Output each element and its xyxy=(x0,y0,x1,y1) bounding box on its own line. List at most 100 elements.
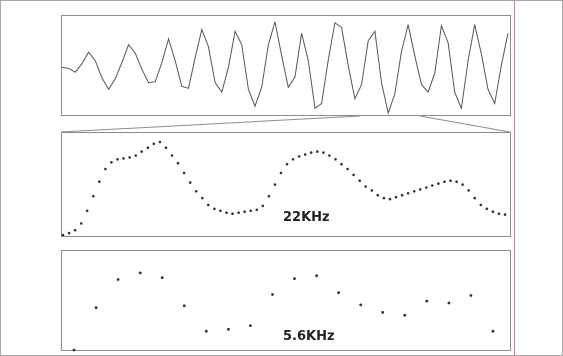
dot-5_6khz xyxy=(249,324,252,327)
dot-5_6khz xyxy=(293,277,296,280)
dot-22khz xyxy=(418,188,422,191)
panel-5_6khz: 5.6KHz xyxy=(61,250,511,352)
panel-waveform xyxy=(61,15,511,116)
dot-22khz xyxy=(485,207,489,211)
dot-22khz xyxy=(328,154,331,157)
dot-22khz xyxy=(449,179,452,182)
dot-22khz xyxy=(497,212,501,215)
dot-22khz xyxy=(443,180,446,183)
dot-22khz xyxy=(285,162,289,166)
dot-5_6khz xyxy=(425,299,429,303)
dot-22khz xyxy=(352,173,355,177)
dot-22khz xyxy=(358,179,362,182)
dot-22khz xyxy=(491,210,495,213)
dot-22khz xyxy=(134,154,137,157)
dot-5_6khz xyxy=(359,303,363,307)
dot-22khz xyxy=(455,180,458,183)
dot-5_6khz xyxy=(138,271,142,275)
dot-22khz xyxy=(231,212,234,215)
dot-5_6khz xyxy=(182,304,186,308)
dot-5_6khz xyxy=(72,348,76,352)
dot-22khz xyxy=(291,158,295,161)
dot-22khz xyxy=(104,167,107,171)
dot-22khz xyxy=(473,196,477,200)
dots-5_6khz-series xyxy=(72,271,495,352)
dot-5_6khz xyxy=(403,313,407,317)
dot-22khz xyxy=(128,156,131,159)
panel-22khz: 22KHz xyxy=(61,132,511,237)
dot-22khz xyxy=(98,180,101,183)
dot-22khz xyxy=(382,196,386,200)
dot-22khz xyxy=(406,192,410,195)
dot-22khz xyxy=(309,151,313,154)
dot-22khz xyxy=(110,161,113,164)
dot-5_6khz xyxy=(447,301,451,305)
dot-5_6khz xyxy=(491,329,495,333)
dot-22khz xyxy=(376,193,380,197)
dot-22khz xyxy=(322,151,325,154)
waveform-line xyxy=(61,21,509,115)
dot-22khz xyxy=(79,222,83,225)
dot-5_6khz xyxy=(94,306,98,310)
dot-22khz xyxy=(146,146,150,149)
dot-22khz xyxy=(340,162,343,166)
dot-22khz xyxy=(249,209,252,213)
dot-5_6khz xyxy=(469,294,473,297)
dot-22khz xyxy=(152,142,156,146)
dot-22khz xyxy=(303,153,307,156)
panel-waveform-border xyxy=(61,15,511,116)
dot-22khz xyxy=(207,203,210,207)
dot-22khz xyxy=(461,183,464,186)
dot-22khz xyxy=(261,204,265,208)
dot-5_6khz xyxy=(204,329,208,333)
dot-22khz xyxy=(425,186,428,189)
dot-22khz xyxy=(61,233,65,237)
dot-22khz xyxy=(431,184,434,187)
label-22khz: 22KHz xyxy=(283,210,330,225)
dot-5_6khz xyxy=(116,278,120,281)
dot-22khz xyxy=(213,207,216,211)
dot-22khz xyxy=(316,150,319,153)
dot-22khz xyxy=(225,211,228,214)
dot-22khz xyxy=(370,189,374,192)
dot-22khz xyxy=(255,208,259,212)
dot-5_6khz xyxy=(160,276,164,279)
dot-22khz xyxy=(279,171,283,175)
dot-22khz xyxy=(412,190,416,193)
dot-22khz xyxy=(437,182,440,185)
zoom-connector xyxy=(60,115,511,133)
dot-22khz xyxy=(85,209,89,213)
dot-22khz xyxy=(92,194,95,198)
dot-22khz xyxy=(176,161,180,165)
dot-22khz xyxy=(182,171,186,175)
dot-22khz xyxy=(503,213,507,216)
dot-22khz xyxy=(140,150,143,153)
dot-22khz xyxy=(67,231,71,235)
dot-22khz xyxy=(170,154,174,157)
dot-22khz xyxy=(194,190,198,193)
dot-5_6khz xyxy=(337,291,340,295)
dot-5_6khz xyxy=(381,311,385,314)
dot-22khz xyxy=(346,167,349,171)
label-5_6khz: 5.6KHz xyxy=(283,329,335,344)
zoom-connector-left xyxy=(60,115,361,133)
dot-5_6khz xyxy=(271,293,274,296)
dot-22khz xyxy=(122,157,125,160)
panel-22khz-border xyxy=(61,132,511,237)
dot-22khz xyxy=(394,195,398,199)
dot-22khz xyxy=(188,181,192,184)
dot-5_6khz xyxy=(227,327,230,331)
dots-22khz-series xyxy=(61,140,507,237)
dot-22khz xyxy=(73,228,77,232)
dot-22khz xyxy=(164,146,168,149)
dot-22khz xyxy=(273,183,277,186)
dot-22khz xyxy=(201,196,204,200)
panel-5_6khz-border xyxy=(61,250,511,351)
dot-22khz xyxy=(400,193,404,197)
dot-22khz xyxy=(479,203,483,207)
dot-22khz xyxy=(334,158,337,161)
dot-22khz xyxy=(388,197,392,201)
dot-22khz xyxy=(467,189,471,192)
zoom-connector-right xyxy=(419,115,511,133)
